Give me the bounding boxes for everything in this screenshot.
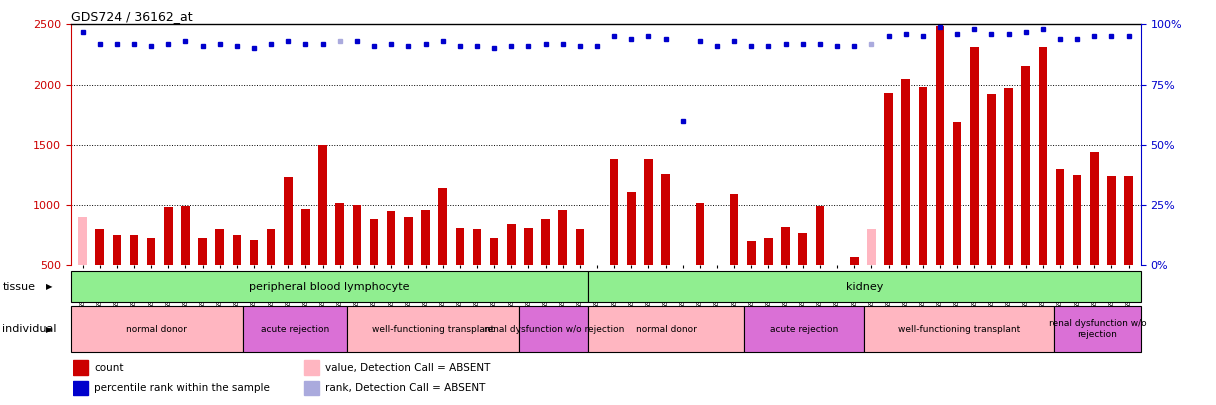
- Bar: [421, 210, 429, 326]
- Bar: [747, 241, 755, 326]
- Bar: [304, 360, 319, 375]
- Bar: [884, 93, 893, 326]
- Bar: [696, 202, 704, 326]
- Text: kidney: kidney: [846, 281, 883, 292]
- Text: normal donor: normal donor: [126, 324, 187, 334]
- Text: individual: individual: [2, 324, 57, 334]
- Bar: [782, 227, 790, 326]
- Bar: [987, 94, 996, 326]
- Bar: [507, 224, 516, 326]
- Bar: [490, 238, 499, 326]
- Text: rank, Detection Call = ABSENT: rank, Detection Call = ABSENT: [326, 383, 485, 393]
- Text: acute rejection: acute rejection: [260, 324, 330, 334]
- Bar: [662, 174, 670, 326]
- Bar: [575, 229, 584, 326]
- Bar: [1021, 66, 1030, 326]
- Bar: [130, 235, 139, 326]
- Text: ▶: ▶: [46, 282, 52, 291]
- Bar: [730, 194, 738, 326]
- Bar: [627, 192, 636, 326]
- Text: value, Detection Call = ABSENT: value, Detection Call = ABSENT: [326, 362, 490, 373]
- Bar: [113, 235, 122, 326]
- Bar: [304, 381, 319, 395]
- Text: peripheral blood lymphocyte: peripheral blood lymphocyte: [249, 281, 410, 292]
- Bar: [918, 87, 927, 326]
- Bar: [319, 145, 327, 326]
- Text: well-functioning transplant: well-functioning transplant: [899, 324, 1020, 334]
- Bar: [95, 229, 103, 326]
- Text: normal donor: normal donor: [636, 324, 697, 334]
- Bar: [850, 257, 858, 326]
- Text: ▶: ▶: [46, 324, 52, 334]
- Bar: [285, 177, 293, 326]
- Bar: [198, 238, 207, 326]
- Bar: [232, 235, 241, 326]
- Bar: [970, 47, 979, 326]
- Bar: [1073, 175, 1081, 326]
- Bar: [1055, 169, 1064, 326]
- Bar: [589, 306, 744, 352]
- Text: count: count: [94, 362, 124, 373]
- Bar: [73, 360, 88, 375]
- Bar: [592, 296, 601, 326]
- Bar: [404, 217, 412, 326]
- Text: tissue: tissue: [2, 281, 35, 292]
- Bar: [867, 229, 876, 326]
- Bar: [713, 274, 721, 326]
- Bar: [589, 271, 1141, 302]
- Bar: [336, 202, 344, 326]
- Bar: [164, 207, 173, 326]
- Bar: [799, 233, 807, 326]
- Bar: [541, 220, 550, 326]
- Bar: [744, 306, 865, 352]
- Bar: [901, 79, 910, 326]
- Bar: [1054, 306, 1141, 352]
- Bar: [243, 306, 347, 352]
- Bar: [644, 159, 653, 326]
- Bar: [519, 306, 589, 352]
- Bar: [353, 205, 361, 326]
- Bar: [865, 306, 1054, 352]
- Bar: [249, 240, 258, 326]
- Text: well-functioning transplant: well-functioning transplant: [372, 324, 494, 334]
- Bar: [1004, 88, 1013, 326]
- Bar: [78, 217, 86, 326]
- Bar: [679, 309, 687, 326]
- Bar: [456, 228, 465, 326]
- Bar: [953, 122, 962, 326]
- Bar: [610, 159, 619, 326]
- Text: GDS724 / 36162_at: GDS724 / 36162_at: [71, 10, 192, 23]
- Bar: [71, 271, 589, 302]
- Bar: [302, 209, 310, 326]
- Bar: [1107, 176, 1116, 326]
- Bar: [147, 238, 156, 326]
- Bar: [438, 188, 447, 326]
- Bar: [347, 306, 519, 352]
- Bar: [71, 306, 243, 352]
- Bar: [181, 206, 190, 326]
- Bar: [266, 229, 276, 326]
- Bar: [1125, 176, 1133, 326]
- Bar: [370, 220, 378, 326]
- Bar: [935, 26, 945, 326]
- Bar: [558, 210, 567, 326]
- Bar: [473, 229, 482, 326]
- Bar: [215, 229, 224, 326]
- Bar: [1090, 152, 1098, 326]
- Bar: [816, 206, 824, 326]
- Text: renal dysfunction w/o rejection: renal dysfunction w/o rejection: [484, 324, 624, 334]
- Text: percentile rank within the sample: percentile rank within the sample: [94, 383, 270, 393]
- Bar: [387, 211, 395, 326]
- Bar: [833, 274, 841, 326]
- Bar: [1038, 47, 1047, 326]
- Bar: [524, 228, 533, 326]
- Text: acute rejection: acute rejection: [770, 324, 838, 334]
- Bar: [764, 238, 772, 326]
- Bar: [73, 381, 88, 395]
- Text: renal dysfunction w/o
rejection: renal dysfunction w/o rejection: [1048, 320, 1147, 339]
